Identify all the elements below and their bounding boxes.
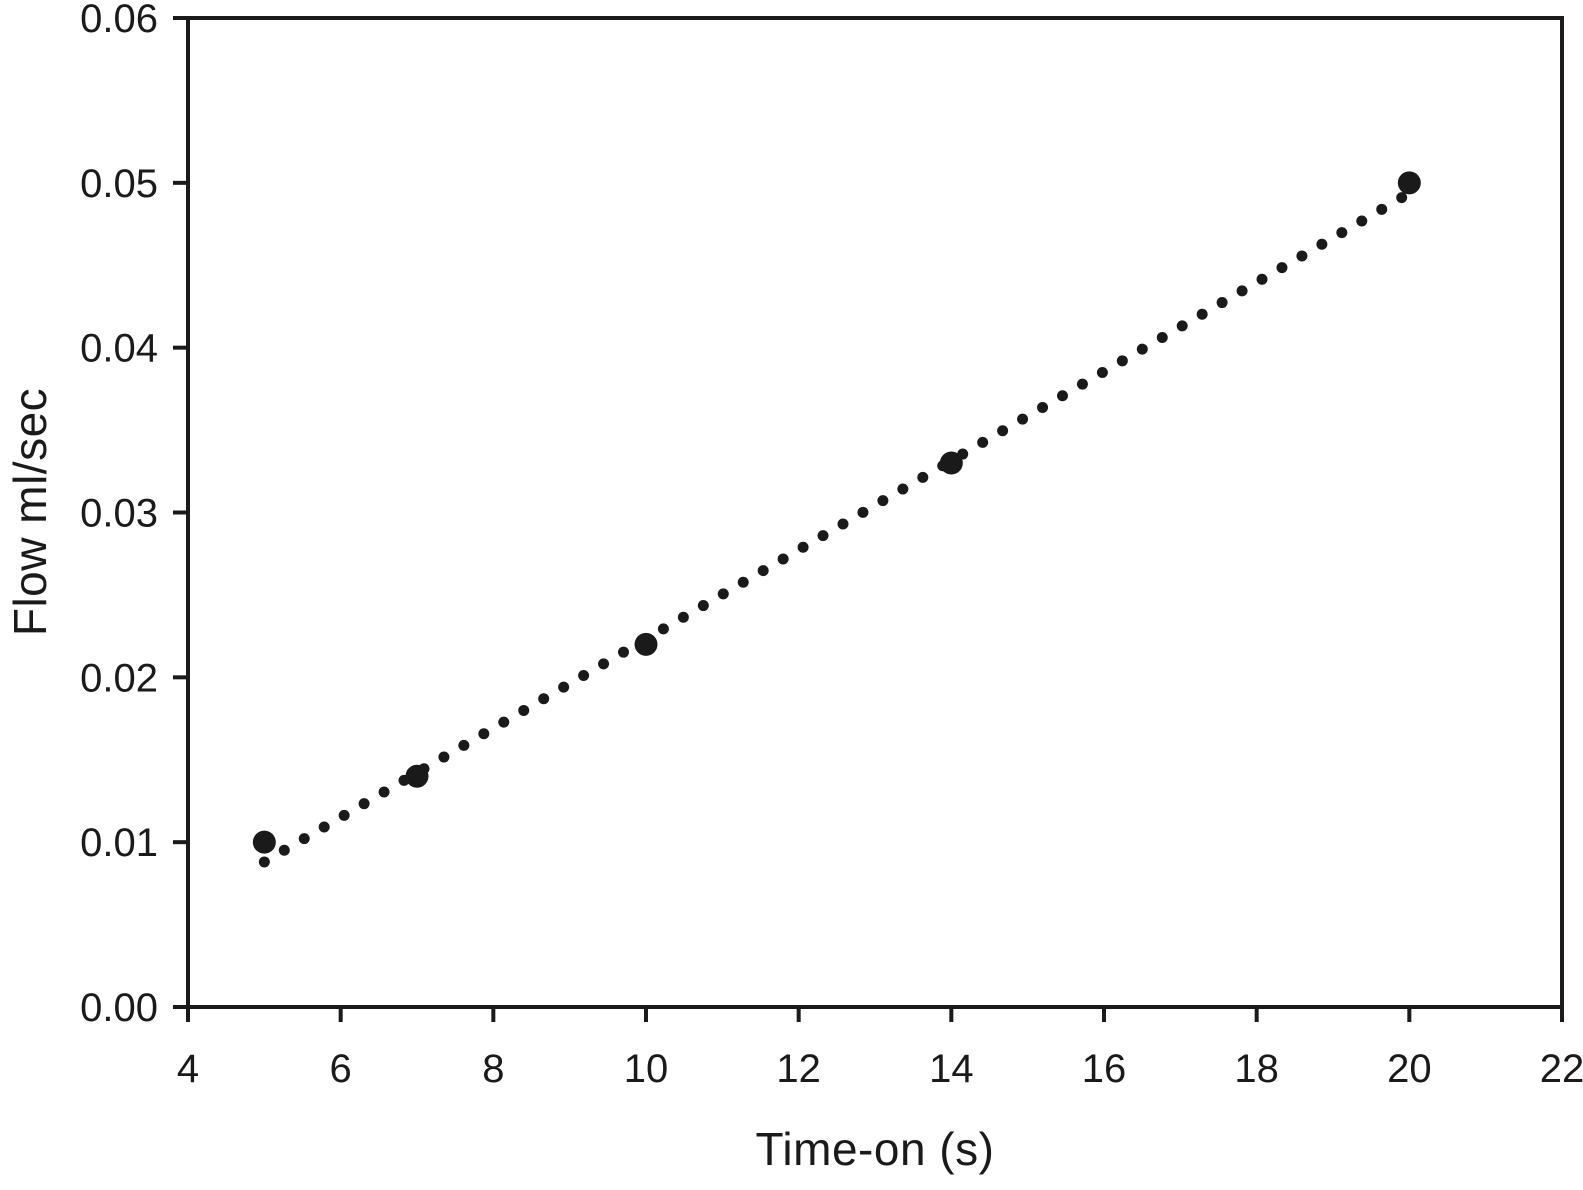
y-tick-label: 0.04 [80, 327, 158, 371]
fit-line-dot [717, 588, 729, 600]
fit-line-dot [817, 530, 829, 542]
x-tick-label: 22 [1540, 1047, 1583, 1091]
fit-line-dot [378, 786, 390, 798]
y-tick-label: 0.02 [80, 656, 158, 700]
fit-line-dot [518, 704, 530, 716]
fit-line-dot [777, 553, 789, 565]
fit-line-dot [857, 506, 869, 518]
fit-line-dot [1216, 297, 1228, 309]
fit-line-dot [1156, 332, 1168, 344]
data-point-marker [1397, 171, 1421, 195]
y-tick-label: 0.01 [80, 821, 158, 865]
fit-line-dot [977, 436, 989, 448]
x-tick-label: 20 [1387, 1047, 1432, 1091]
fit-line-dot [1017, 413, 1029, 425]
fit-line-dot [1037, 401, 1049, 413]
fit-line-dot [877, 495, 889, 507]
x-axis-title: Time-on (s) [755, 1123, 995, 1175]
fit-line-dot [1336, 227, 1348, 239]
y-tick-label: 0.03 [80, 492, 158, 536]
fit-line-dot [1196, 308, 1208, 320]
fit-line-dot [1076, 378, 1088, 390]
fit-line-dot [538, 693, 550, 705]
fit-line-dot [498, 716, 510, 728]
x-tick-label: 18 [1234, 1047, 1279, 1091]
x-tick-label: 4 [177, 1047, 199, 1091]
x-tick-label: 8 [482, 1047, 504, 1091]
fit-line-dot [1316, 238, 1328, 250]
fit-line-dot [677, 611, 689, 623]
fit-line-dot [1236, 285, 1248, 297]
fit-line-dot [1396, 192, 1408, 204]
fit-line-dot [298, 833, 310, 845]
fit-line-dot [837, 518, 849, 530]
fit-line-dot [578, 669, 590, 681]
y-tick-label: 0.05 [80, 162, 158, 206]
y-axis-title: Flow ml/sec [4, 387, 56, 637]
fit-line-dot [1176, 320, 1188, 332]
fit-line-dot [458, 739, 470, 751]
x-tick-label: 16 [1082, 1047, 1127, 1091]
data-point-marker [405, 764, 429, 788]
fit-line-dot [737, 576, 749, 588]
fit-line-dot [1256, 273, 1268, 285]
data-point-marker [252, 830, 276, 854]
fit-line-dot [757, 565, 769, 577]
fit-line-dot [358, 798, 370, 810]
fit-line-dot [1096, 366, 1108, 378]
fit-line-dot [657, 623, 669, 635]
fit-line-dot [338, 809, 350, 821]
fit-line-dot [278, 844, 290, 856]
fit-line-dot [1056, 390, 1068, 402]
x-tick-label: 6 [330, 1047, 352, 1091]
data-point-marker [634, 632, 658, 656]
fit-line-dot [598, 658, 610, 670]
plot-frame [186, 16, 1564, 1009]
fit-line-dot [258, 856, 270, 868]
y-tick-label: 0.06 [80, 0, 158, 41]
fit-line-dot [618, 646, 630, 658]
x-tick-label: 14 [929, 1047, 974, 1091]
y-tick-label: 0.00 [80, 986, 158, 1030]
fit-line-dot [1296, 250, 1308, 262]
x-tick-label: 10 [624, 1047, 669, 1091]
fit-line-dot [1376, 203, 1388, 215]
x-tick-label: 12 [776, 1047, 821, 1091]
fit-line-dot [917, 471, 929, 483]
fit-line-dot [797, 541, 809, 553]
fit-line-dot [1136, 343, 1148, 355]
fit-line-dot [438, 751, 450, 763]
fit-line-dot [1116, 355, 1128, 367]
fit-line-dot [697, 600, 709, 612]
fit-line-dot [997, 425, 1009, 437]
data-point-marker [939, 451, 963, 475]
fit-line-dot [1356, 215, 1368, 227]
fit-line-dot [478, 728, 490, 740]
fit-line-dot [1276, 262, 1288, 274]
fit-line-dot [318, 821, 330, 833]
fit-line-dot [558, 681, 570, 693]
fit-line-dot [897, 483, 909, 495]
